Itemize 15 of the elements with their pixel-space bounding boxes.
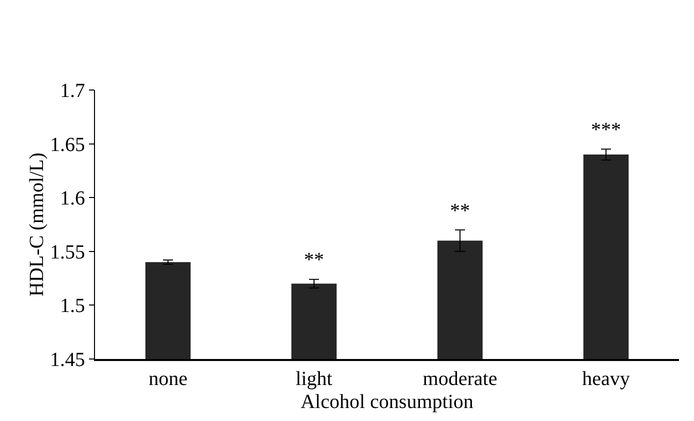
- y-tick-label: 1.55: [50, 241, 85, 264]
- y-tick-label: 1.7: [60, 80, 85, 102]
- y-tick-label: 1.65: [50, 134, 85, 156]
- x-axis-title: Alcohol consumption: [300, 391, 474, 413]
- y-axis-title: HDL-C (mmol/L): [26, 152, 48, 296]
- y-tick-label: 1.5: [60, 295, 85, 318]
- data-label: ***: [591, 119, 621, 141]
- x-tick-label: none: [148, 368, 188, 390]
- data-label: **: [304, 249, 324, 271]
- x-tick-label: heavy: [582, 368, 630, 390]
- y-tick-label: 1.6: [60, 188, 85, 210]
- data-label: **: [450, 200, 470, 222]
- x-tick-label: light: [296, 368, 333, 390]
- x-tick-label: moderate: [422, 368, 498, 390]
- y-tick-label: 1.45: [50, 349, 85, 371]
